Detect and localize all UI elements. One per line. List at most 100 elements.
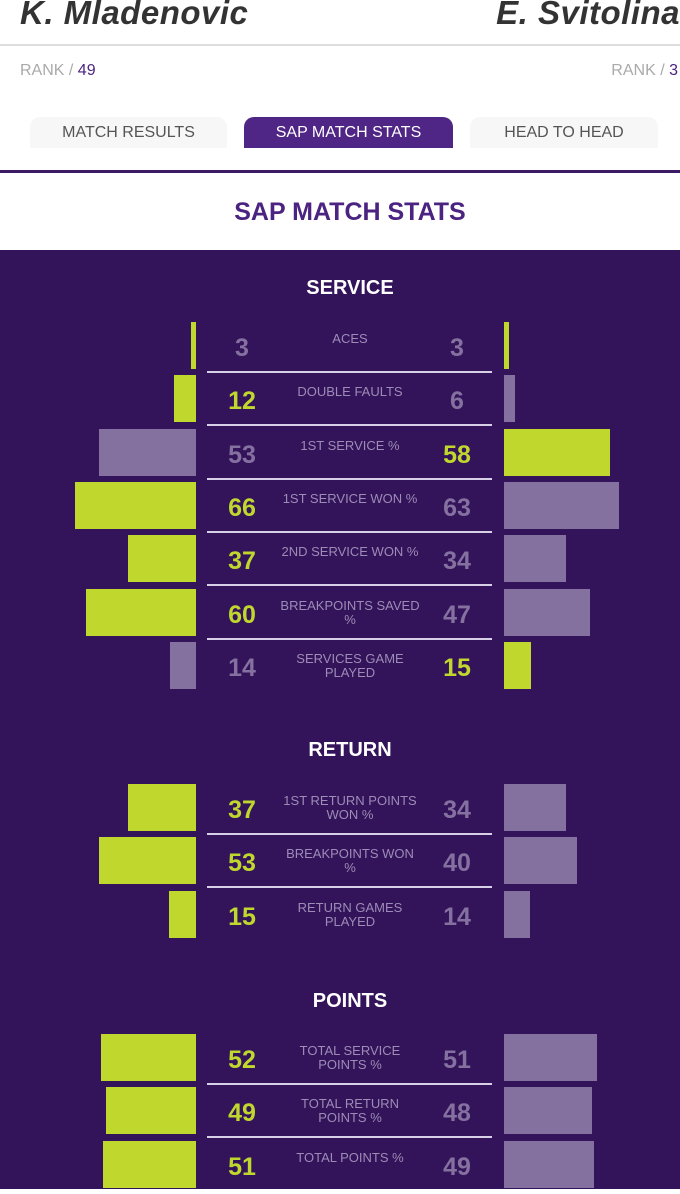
left-bar [99, 428, 196, 476]
left-value: 14 [228, 653, 256, 682]
right-value: 48 [443, 1099, 471, 1128]
left-value: 51 [228, 1152, 256, 1181]
rank-label: RANK / [20, 62, 78, 79]
stats-panel: SERVICE 3 3 ACES 12 6 DOUBLE FAULTS 53 58 1ST SER… [0, 250, 680, 1189]
stat-label: TOTAL POINTS % [296, 1149, 404, 1165]
right-value: 34 [443, 796, 471, 824]
left-bar [168, 890, 196, 938]
left-value: 12 [228, 387, 256, 416]
section-title-return: RETURN [308, 739, 392, 761]
left-value: 37 [228, 796, 256, 824]
tab-match-results[interactable]: MATCH RESULTS [30, 117, 227, 148]
tab-sap-match-stats[interactable]: SAP MATCH STATS [244, 117, 453, 148]
stat-label: 1ST RETURN POINTS WON % [283, 793, 417, 822]
stat-row: 60 47 BREAKPOINTS SAVED % [0, 588, 680, 642]
left-bar [128, 535, 196, 583]
left-value: 52 [228, 1046, 256, 1074]
left-bar [100, 1034, 196, 1081]
stat-row: 66 63 1ST SERVICE WON % [0, 481, 680, 535]
stat-label: SERVICES GAME PLAYED [296, 650, 404, 680]
right-value: 6 [450, 387, 464, 416]
stat-row: 15 14 RETURN GAMES PLAYED [0, 890, 680, 944]
stat-row: 51 49 TOTAL POINTS % [0, 1140, 680, 1194]
right-bar [504, 641, 532, 689]
right-value: 3 [450, 334, 464, 362]
right-bar [504, 784, 567, 831]
stat-label: DOUBLE FAULTS [297, 384, 403, 400]
stat-row: 53 58 1ST SERVICE % [0, 428, 680, 482]
right-bar [504, 837, 578, 885]
left-value: 60 [228, 600, 256, 629]
left-bar [128, 784, 196, 831]
rank-value: 49 [77, 62, 96, 79]
right-bar [504, 375, 515, 423]
left-value: 3 [235, 334, 249, 362]
row-divider [207, 1083, 492, 1085]
stat-label: TOTAL SERVICE POINTS % [299, 1043, 401, 1072]
stat-row: 49 48 TOTAL RETURN POINTS % [0, 1087, 680, 1140]
row-divider [207, 886, 492, 889]
stat-label: RETURN GAMES PLAYED [297, 899, 403, 929]
right-bar [504, 428, 611, 476]
right-bar [504, 890, 530, 938]
stat-row: 37 34 2ND SERVICE WON % [0, 535, 680, 588]
row-divider [207, 584, 492, 587]
left-bar [106, 1087, 196, 1135]
left-bar [99, 837, 196, 885]
left-bar [170, 641, 196, 689]
left-value: 49 [228, 1099, 256, 1128]
player-right-name[interactable]: E. Svitolina [496, 0, 680, 31]
right-value: 14 [443, 902, 471, 931]
left-bar [174, 375, 196, 423]
row-divider [207, 833, 492, 835]
stat-row: 53 40 BREAKPOINTS WON % [0, 837, 680, 890]
section-title-service: SERVICE [306, 277, 394, 299]
page-title: SAP MATCH STATS [234, 198, 466, 226]
row-divider [207, 371, 492, 373]
row-divider [207, 637, 492, 640]
player-left-rank: RANK / 49 [20, 62, 96, 80]
stat-row: 14 15 SERVICES GAME PLAYED [0, 641, 680, 695]
divider [0, 170, 680, 173]
left-value: 15 [228, 902, 256, 931]
stat-label: BREAKPOINTS WON % [286, 846, 414, 876]
left-bar [102, 1140, 196, 1188]
right-bar [504, 481, 620, 529]
stat-label: 1ST SERVICE WON % [282, 490, 418, 506]
stat-row: 3 3 ACES [0, 322, 680, 375]
right-bar [504, 1087, 592, 1135]
stat-label: 2ND SERVICE WON % [281, 544, 419, 560]
right-value: 49 [443, 1152, 471, 1181]
right-bar [504, 1140, 594, 1188]
player-names-header: K. Mladenovic E. Svitolina [0, 0, 680, 46]
stat-row: 12 6 DOUBLE FAULTS [0, 375, 680, 428]
right-value: 15 [443, 653, 471, 682]
left-bar [86, 588, 196, 636]
row-divider [207, 477, 492, 480]
right-value: 34 [443, 547, 471, 576]
right-value: 51 [443, 1046, 471, 1074]
right-bar [504, 535, 567, 583]
left-bar [190, 322, 196, 369]
right-bar [504, 588, 590, 636]
right-bar [504, 1034, 598, 1081]
right-bar [504, 322, 510, 369]
right-value: 40 [443, 849, 471, 878]
rank-label: RANK / [611, 62, 670, 79]
player-right-rank: RANK / 3 [611, 62, 678, 80]
right-value: 58 [443, 440, 471, 469]
stat-label: ACES [332, 331, 368, 346]
left-value: 53 [228, 440, 256, 469]
stat-label: 1ST SERVICE % [300, 437, 400, 453]
rank-value: 3 [669, 62, 678, 79]
player-left-name[interactable]: K. Mladenovic [20, 0, 249, 31]
left-value: 53 [228, 849, 256, 878]
stat-row: 37 34 1ST RETURN POINTS WON % [0, 784, 680, 837]
row-divider [207, 424, 492, 427]
left-value: 66 [228, 493, 256, 522]
left-bar [75, 481, 196, 529]
row-divider [207, 1136, 492, 1139]
row-divider [207, 530, 492, 533]
stat-row: 52 51 TOTAL SERVICE POINTS % [0, 1034, 680, 1087]
tab-head-to-head[interactable]: HEAD TO HEAD [470, 117, 658, 148]
